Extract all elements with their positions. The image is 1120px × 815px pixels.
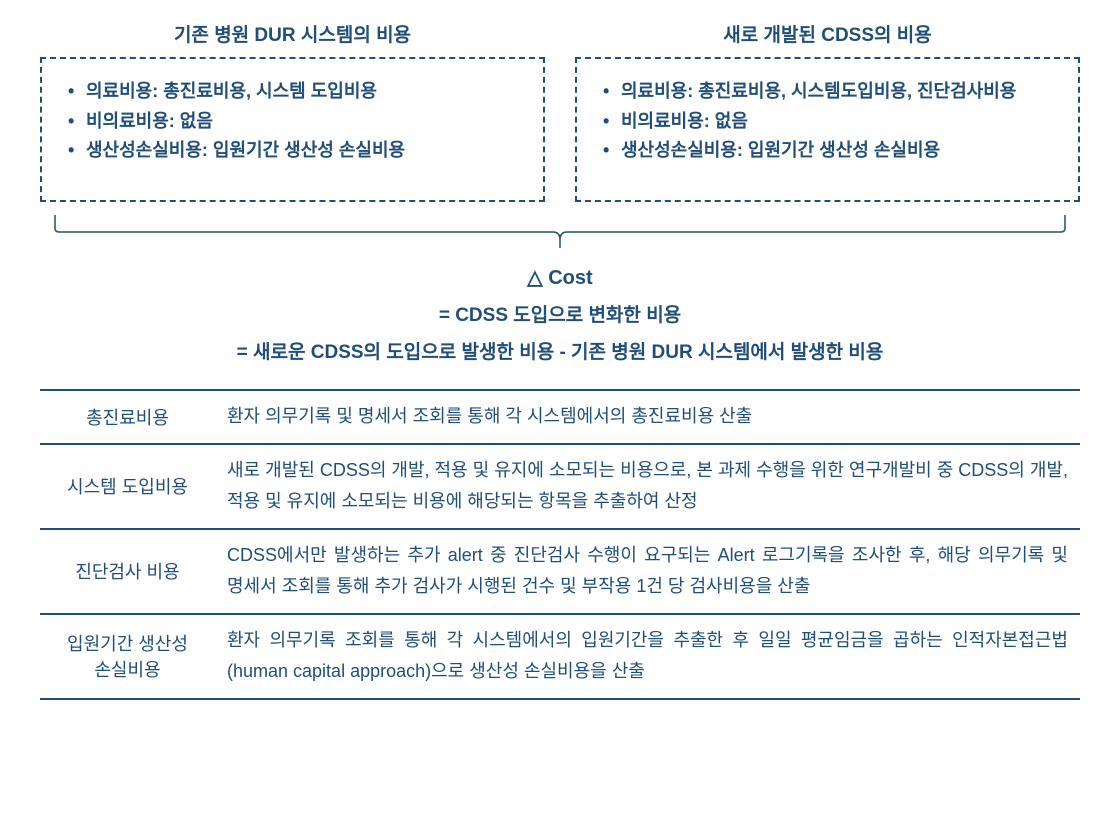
desc-cell: CDSS에서만 발생하는 추가 alert 중 진단검사 수행이 요구되는 Al… [215,529,1080,614]
cost-formula-block: △ Cost = CDSS 도입으로 변화한 비용 = 새로운 CDSS의 도입… [40,265,1080,364]
left-dashed-box: 의료비용: 총진료비용, 시스템 도입비용 비의료비용: 없음 생산성손실비용:… [40,57,545,202]
comparison-boxes-row: 기존 병원 DUR 시스템의 비용 의료비용: 총진료비용, 시스템 도입비용 … [40,20,1080,202]
list-item: 비의료비용: 없음 [599,107,1056,137]
left-box-title: 기존 병원 DUR 시스템의 비용 [40,20,545,47]
right-box-list: 의료비용: 총진료비용, 시스템도입비용, 진단검사비용 비의료비용: 없음 생… [599,77,1056,166]
term-cell: 시스템 도입비용 [40,444,215,529]
desc-cell: 환자 의무기록 조회를 통해 각 시스템에서의 입원기간을 추출한 후 일일 평… [215,614,1080,699]
right-dashed-box: 의료비용: 총진료비용, 시스템도입비용, 진단검사비용 비의료비용: 없음 생… [575,57,1080,202]
formula-line-1: = CDSS 도입으로 변화한 비용 [40,300,1080,327]
desc-cell: 새로 개발된 CDSS의 개발, 적용 및 유지에 소모되는 비용으로, 본 과… [215,444,1080,529]
definitions-table: 총진료비용 환자 의무기록 및 명세서 조회를 통해 각 시스템에서의 총진료비… [40,389,1080,700]
list-item: 생산성손실비용: 입원기간 생산성 손실비용 [64,136,521,166]
right-box-wrapper: 새로 개발된 CDSS의 비용 의료비용: 총진료비용, 시스템도입비용, 진단… [575,20,1080,202]
formula-line-2: = 새로운 CDSS의 도입으로 발생한 비용 - 기존 병원 DUR 시스템에… [40,337,1080,364]
left-box-wrapper: 기존 병원 DUR 시스템의 비용 의료비용: 총진료비용, 시스템 도입비용 … [40,20,545,202]
term-cell: 총진료비용 [40,390,215,444]
table-row: 입원기간 생산성 손실비용 환자 의무기록 조회를 통해 각 시스템에서의 입원… [40,614,1080,699]
bracket-connector [45,210,1075,250]
table-row: 총진료비용 환자 의무기록 및 명세서 조회를 통해 각 시스템에서의 총진료비… [40,390,1080,444]
right-box-title: 새로 개발된 CDSS의 비용 [575,20,1080,47]
term-cell: 입원기간 생산성 손실비용 [40,614,215,699]
list-item: 생산성손실비용: 입원기간 생산성 손실비용 [599,136,1056,166]
list-item: 의료비용: 총진료비용, 시스템도입비용, 진단검사비용 [599,77,1056,107]
bracket-icon [45,210,1075,250]
left-box-list: 의료비용: 총진료비용, 시스템 도입비용 비의료비용: 없음 생산성손실비용:… [64,77,521,166]
desc-cell: 환자 의무기록 및 명세서 조회를 통해 각 시스템에서의 총진료비용 산출 [215,390,1080,444]
table-row: 시스템 도입비용 새로 개발된 CDSS의 개발, 적용 및 유지에 소모되는 … [40,444,1080,529]
list-item: 비의료비용: 없음 [64,107,521,137]
term-cell: 진단검사 비용 [40,529,215,614]
table-row: 진단검사 비용 CDSS에서만 발생하는 추가 alert 중 진단검사 수행이… [40,529,1080,614]
delta-cost-label: △ Cost [40,265,1080,290]
list-item: 의료비용: 총진료비용, 시스템 도입비용 [64,77,521,107]
